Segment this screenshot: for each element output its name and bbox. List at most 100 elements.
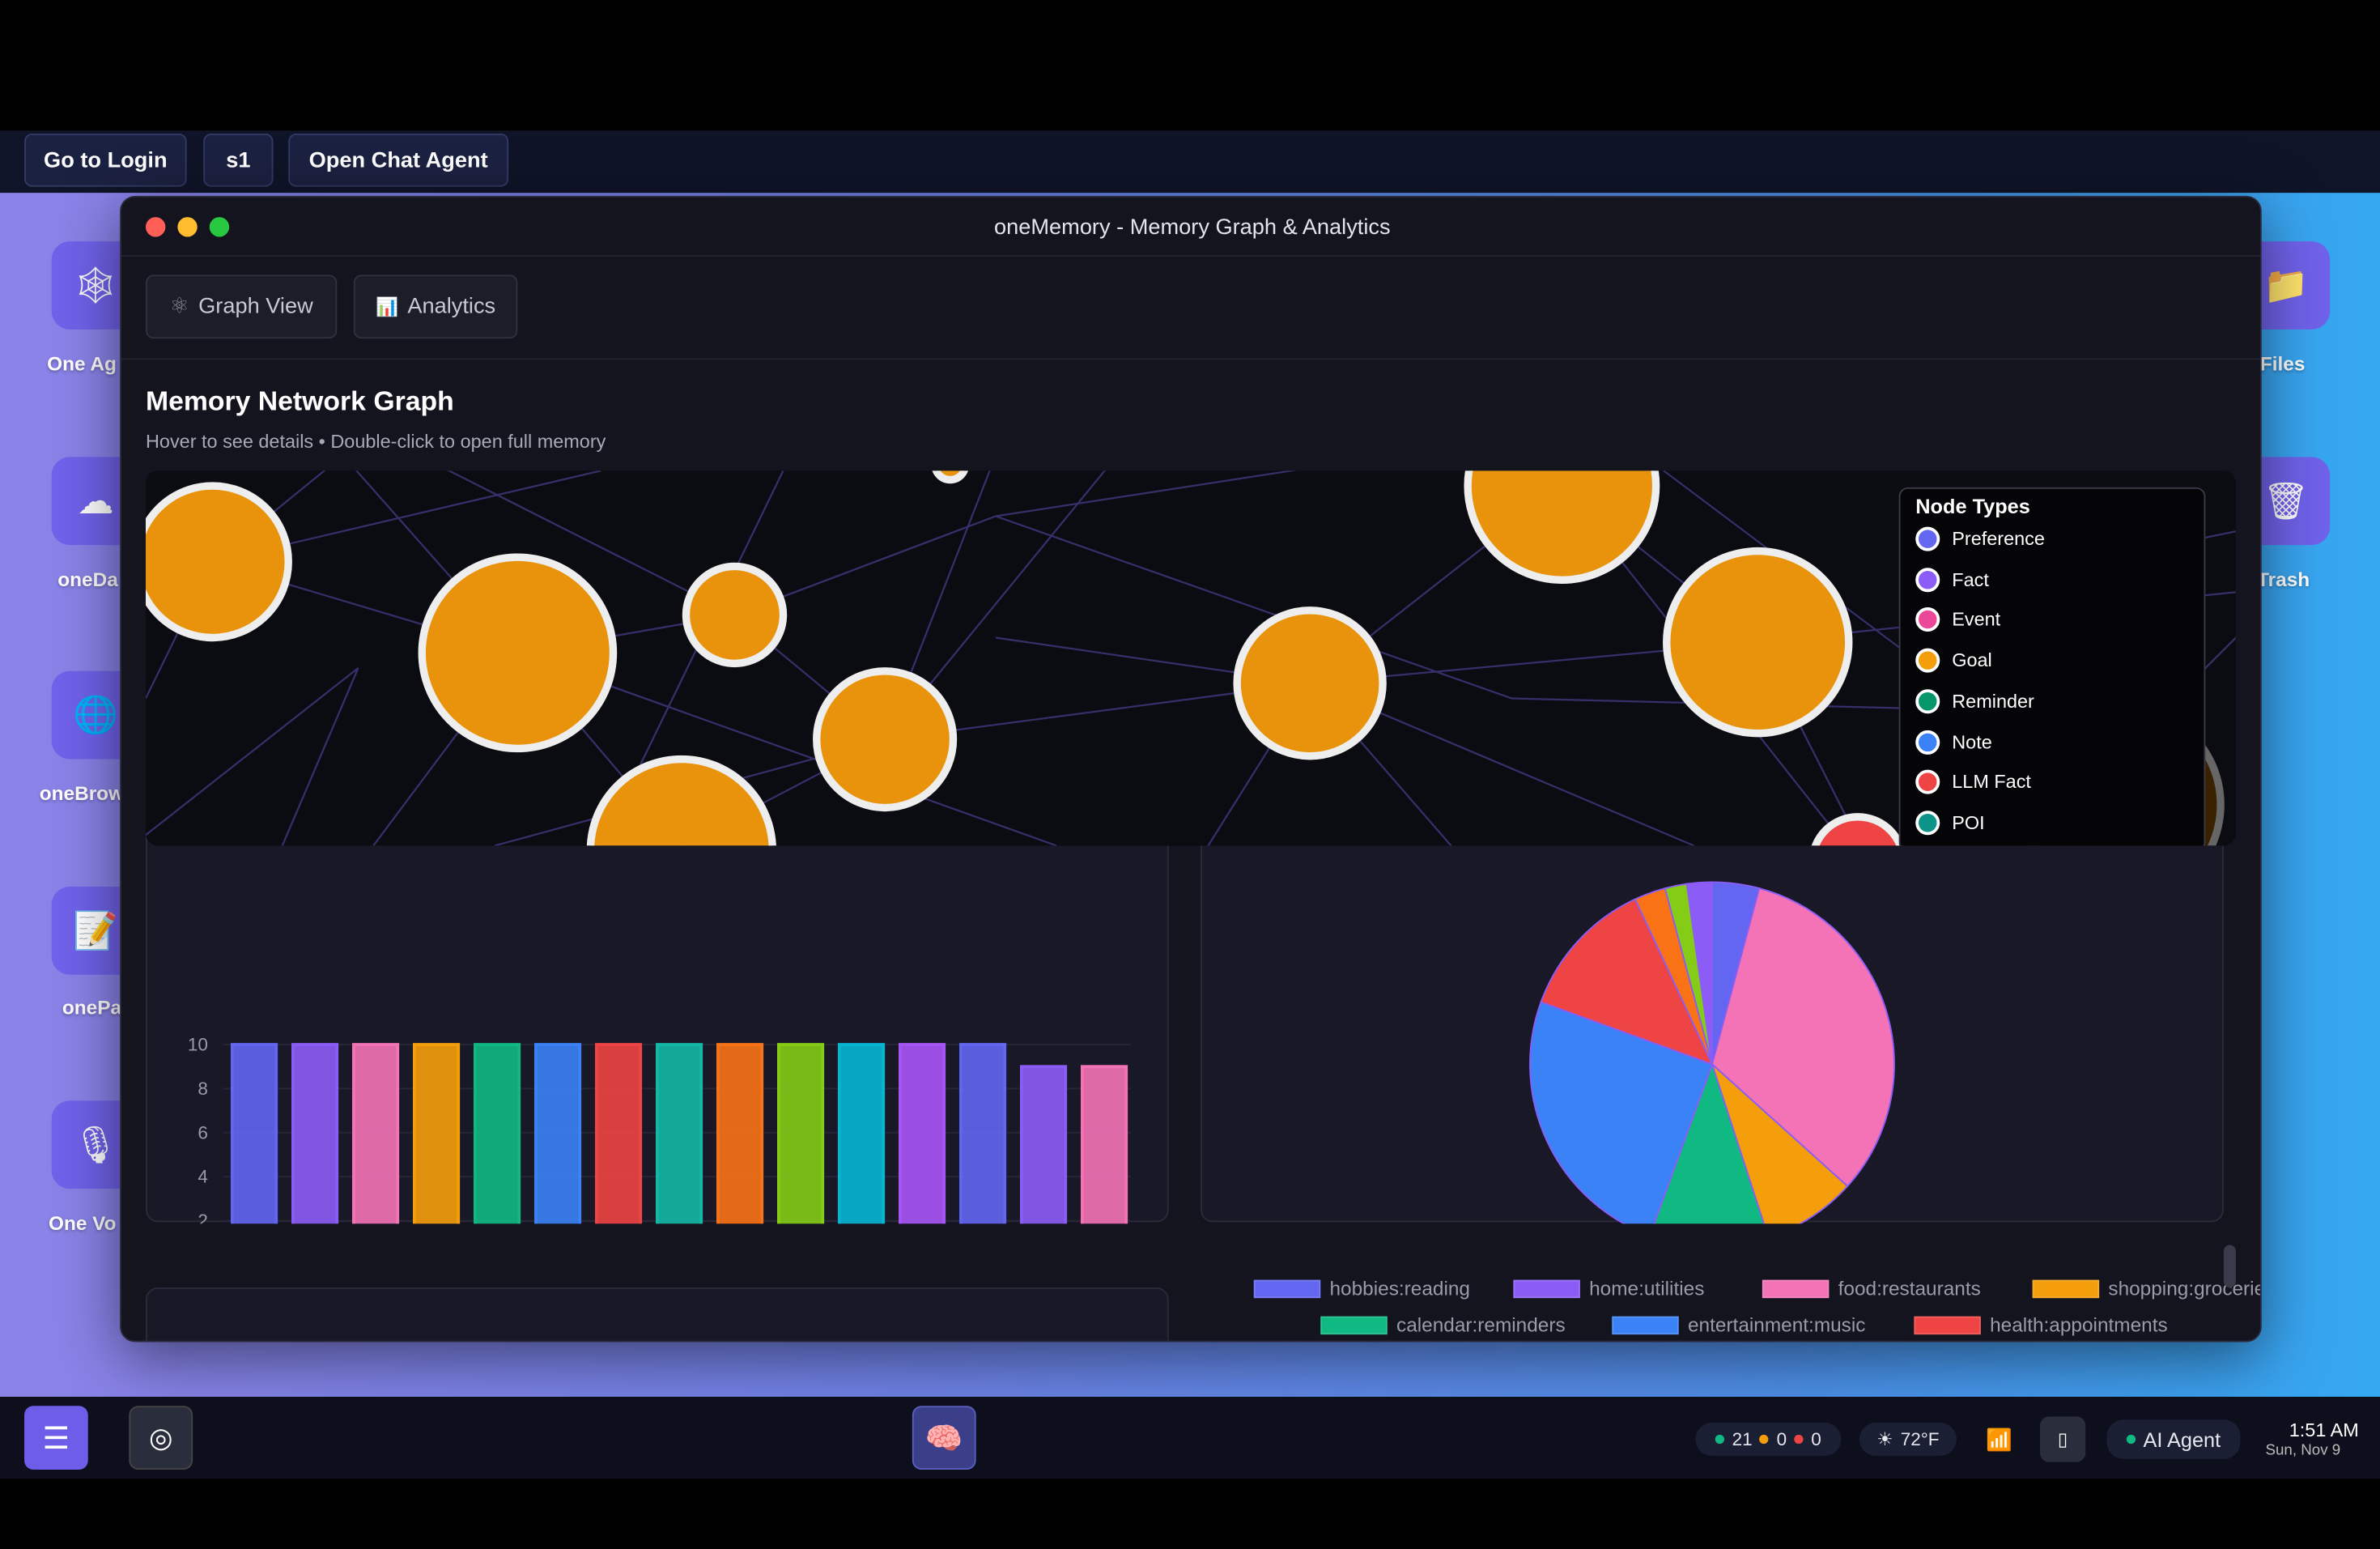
brain-icon[interactable]: 🧠 (912, 1406, 976, 1470)
legend-label: Preference (1952, 528, 2045, 550)
go-to-login-button[interactable]: Go to Login (24, 134, 187, 187)
desktop-icon-label: One Vo (49, 1211, 117, 1235)
desktop-icon-label: onePa (62, 996, 122, 1019)
bar-hobbies[interactable] (838, 1043, 886, 1266)
phone-icon[interactable]: ▯ (2040, 1416, 2086, 1462)
title-bar[interactable]: oneMemory - Memory Graph & Analytics (121, 198, 2260, 257)
pie-slice[interactable] (1685, 881, 1713, 1065)
legend-item-note: Note (1915, 728, 1992, 755)
legend-swatch (1915, 729, 1940, 754)
pie-slice[interactable] (1529, 1001, 1714, 1237)
legend-swatch (1513, 1279, 1580, 1298)
bar-preferences[interactable] (291, 1043, 339, 1266)
graph-node[interactable] (1233, 606, 1387, 760)
bar-entertainment[interactable] (534, 1043, 582, 1266)
legend-label: Reminder (1952, 690, 2034, 712)
graph-node[interactable] (932, 470, 968, 484)
legend-swatch (1915, 567, 1940, 592)
legend-swatch (1915, 769, 1940, 794)
legend-label: home:utilities (1589, 1276, 1705, 1300)
desktop-icon-label: oneDa (57, 568, 118, 591)
legend-label: hobbies:reading (1329, 1276, 1470, 1300)
legend-label: calendar:reminders (1396, 1313, 1566, 1336)
bar-weather[interactable] (231, 1043, 278, 1266)
pie-legend-item[interactable]: home:utilities (1513, 1277, 1704, 1300)
weather-widget[interactable]: ☀ 72°F (1859, 1422, 1957, 1457)
bar-calendar[interactable] (959, 1043, 1007, 1266)
pie-legend-item[interactable]: hobbies:reading (1253, 1276, 1470, 1300)
graph-node[interactable] (1811, 813, 1905, 846)
graph-node[interactable] (586, 755, 776, 846)
bar-health[interactable] (595, 1043, 643, 1266)
pie-slice[interactable] (1540, 898, 1714, 1066)
bar-communication[interactable] (656, 1043, 703, 1266)
legend-item-llm-fact: LLM Fact (1915, 768, 2031, 796)
graph-canvas[interactable] (146, 470, 2236, 846)
graph-nodes (146, 470, 2225, 846)
legend-label: LLM Fact (1952, 771, 2031, 794)
bar-security[interactable] (716, 1043, 764, 1266)
minimize-window-button[interactable] (177, 217, 198, 237)
y-tick-label: 8 (198, 1079, 208, 1099)
legend-item-event: Event (1915, 606, 2000, 634)
bar-files[interactable] (1081, 1065, 1128, 1266)
graph-node[interactable] (813, 667, 958, 812)
chart-icon: 📊 (376, 296, 399, 317)
open-chat-agent-button[interactable]: Open Chat Agent (288, 134, 509, 187)
desktop-icon-label: oneBrow (39, 781, 125, 805)
maximize-window-button[interactable] (209, 217, 230, 237)
legend-label: shopping:groceries (2108, 1276, 2262, 1300)
tab-label: Analytics (407, 294, 496, 319)
page-title: Memory Network Graph (146, 385, 454, 416)
scrollbar-thumb[interactable] (2223, 1245, 2236, 1287)
weather-temp: 72°F (1900, 1428, 1940, 1450)
pie-legend-item[interactable]: food:restaurants (1762, 1277, 1981, 1300)
pie-legend-item[interactable]: health:appointments (1914, 1313, 2168, 1336)
graph-node[interactable] (418, 553, 618, 753)
legend-label: Goal (1952, 649, 1992, 671)
legend-label: Event (1952, 609, 2001, 631)
target-icon[interactable]: ◎ (129, 1406, 193, 1470)
legend-label: POI (1952, 811, 1985, 834)
status-count: 21 (1732, 1428, 1753, 1450)
bar-finance[interactable] (899, 1043, 946, 1266)
graph-node[interactable] (146, 482, 292, 642)
legend-label: food:restaurants (1838, 1276, 1981, 1300)
additional-chart-card (146, 1287, 1169, 1341)
bar-chart-icon[interactable]: 📶 (1986, 1426, 2012, 1451)
bar-business[interactable] (1020, 1065, 1068, 1266)
close-window-button[interactable] (146, 217, 166, 237)
clock-date: Sun, Nov 9 (2265, 1442, 2341, 1459)
graph-node[interactable] (1663, 547, 1853, 738)
s1-button[interactable]: s1 (203, 134, 274, 187)
pie-slice[interactable] (1711, 887, 1895, 1188)
graph-node[interactable] (1464, 470, 1660, 584)
bar-shopping[interactable] (474, 1043, 521, 1266)
status-count: 0 (1811, 1428, 1821, 1450)
legend-swatch (1612, 1315, 1679, 1334)
legend-label: health:appointments (1990, 1313, 2168, 1336)
bar-food[interactable] (413, 1043, 461, 1266)
status-counts[interactable]: 21 0 0 (1695, 1422, 1842, 1457)
legend-item-poi: POI (1915, 809, 1985, 836)
tab-graph-view[interactable]: ⚛ Graph View (146, 274, 338, 339)
category-bar-chart: 0246810weatherpreferenceseducationfoodsh… (188, 1035, 1131, 1341)
legend-label: entertainment:music (1688, 1313, 1866, 1336)
legend-swatch (1915, 607, 1940, 632)
bar-personal[interactable] (777, 1043, 825, 1266)
menu-icon[interactable]: ☰ (24, 1406, 88, 1470)
legend-swatch (1914, 1315, 1981, 1334)
memory-network-graph[interactable]: Node Types Preference Fact Event Goal Remind… (146, 470, 2236, 846)
graph-node[interactable] (682, 562, 788, 668)
category-bar-chart-card: 0246810weatherpreferenceseducationfoodsh… (146, 804, 1169, 1341)
pie-legend-item[interactable]: entertainment:music (1612, 1313, 1865, 1336)
legend-item-fact: Fact (1915, 566, 1989, 594)
legend-swatch (2032, 1279, 2100, 1298)
ai-agent-button[interactable]: AI Agent (2106, 1419, 2241, 1459)
status-dot-orange (1760, 1434, 1770, 1445)
y-tick-label: 10 (188, 1035, 208, 1055)
legend-swatch (1762, 1279, 1830, 1298)
pie-legend-item[interactable]: calendar:reminders (1320, 1313, 1566, 1336)
bar-education[interactable] (352, 1043, 400, 1266)
tab-analytics[interactable]: 📊 Analytics (353, 274, 518, 339)
